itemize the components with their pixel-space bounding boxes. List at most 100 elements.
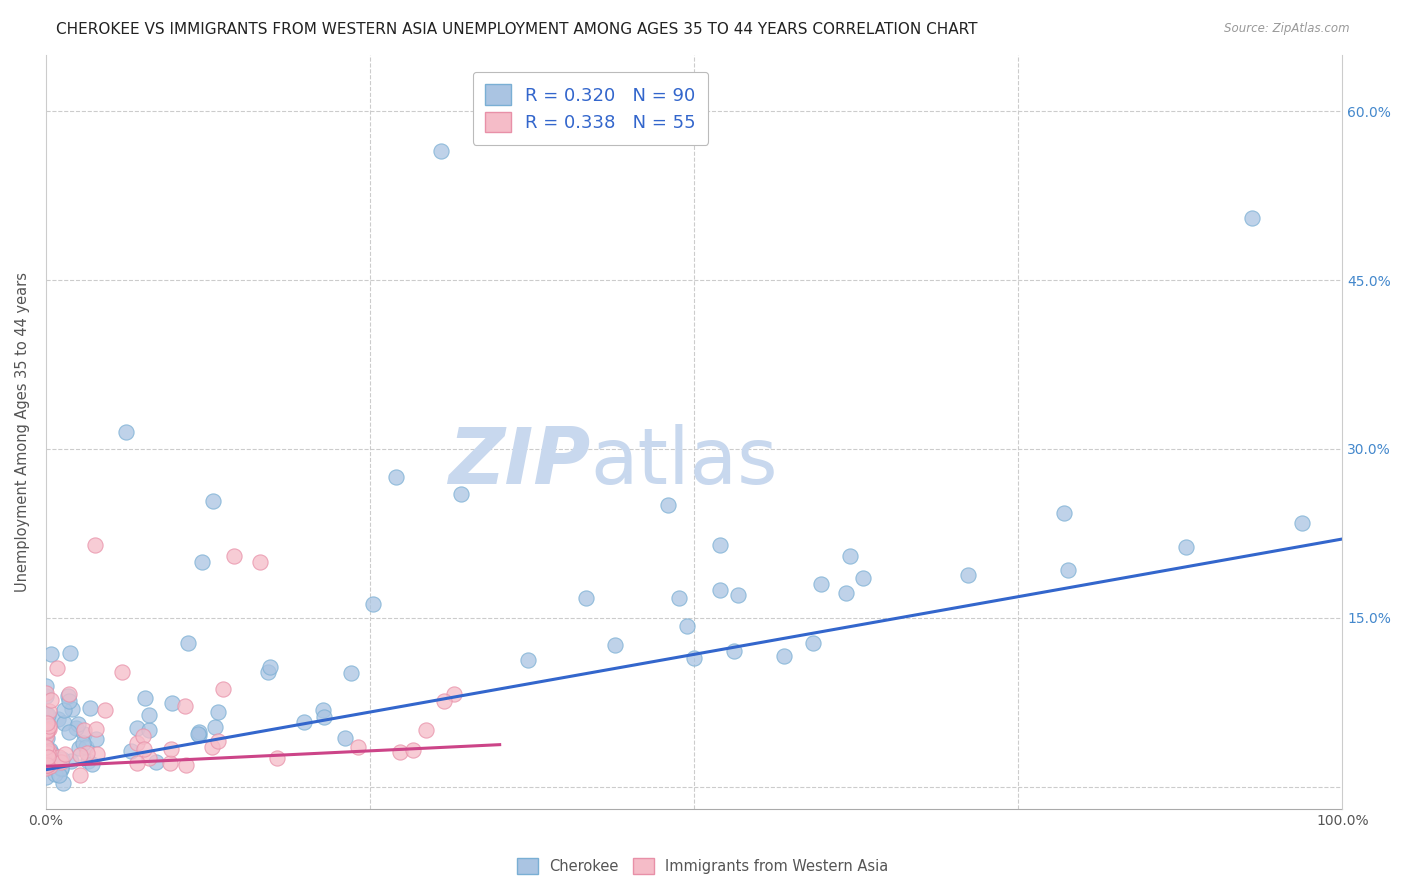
Legend: Cherokee, Immigrants from Western Asia: Cherokee, Immigrants from Western Asia [512,852,894,880]
Point [682,651,704,665]
Point [259,660,281,674]
Point [443,687,465,701]
Point [79,701,101,715]
Point [363,597,385,611]
Point [84,722,107,736]
Legend: R = 0.320   N = 90, R = 0.338   N = 55: R = 0.320 N = 90, R = 0.338 N = 55 [472,71,709,145]
Point [39,742,62,756]
Point [35,716,58,731]
Point [53,747,76,761]
Point [312,703,335,717]
Point [52,703,75,717]
Point [177,635,200,649]
Point [187,727,209,741]
Point [131,729,153,743]
Point [35,686,58,700]
Point [35,679,58,693]
Point [201,740,224,755]
Point [347,739,370,754]
Point [450,487,472,501]
Point [67,741,90,756]
Point [49,761,72,775]
Point [58,689,80,703]
Point [41,757,63,772]
Point [138,751,160,765]
Point [312,709,335,723]
Point [67,716,90,731]
Point [207,734,229,748]
Point [668,591,690,605]
Point [49,762,72,776]
Point [222,549,245,563]
Text: Source: ZipAtlas.com: Source: ZipAtlas.com [1225,22,1350,36]
Point [41,647,63,661]
Point [727,588,749,602]
Point [76,746,98,760]
Point [35,731,58,746]
Point [38,719,60,733]
Point [333,731,356,746]
Point [37,749,59,764]
Point [188,725,211,739]
Point [73,723,96,738]
Point [388,745,411,759]
Point [59,646,82,660]
Point [48,749,70,764]
Point [65,721,87,735]
Point [835,585,858,599]
Point [46,660,69,674]
Point [402,743,425,757]
Point [69,748,91,763]
Point [120,744,142,758]
Point [1053,506,1076,520]
Point [38,759,60,773]
Point [810,577,832,591]
Point [37,723,59,737]
Point [188,728,211,742]
Point [211,681,233,696]
Point [801,636,824,650]
Point [207,705,229,719]
Point [385,470,408,484]
Point [138,723,160,738]
Point [37,708,59,723]
Point [58,687,80,701]
Text: ZIP: ZIP [449,425,591,500]
Point [35,756,58,770]
Point [202,493,225,508]
Point [174,698,197,713]
Point [72,736,94,750]
Point [257,665,280,680]
Point [160,742,183,756]
Point [35,761,58,775]
Point [838,549,860,563]
Point [46,712,69,726]
Point [38,722,60,736]
Point [159,756,181,770]
Point [174,757,197,772]
Point [517,653,540,667]
Point [94,702,117,716]
Point [852,571,875,585]
Point [134,691,156,706]
Point [35,758,58,772]
Point [723,644,745,658]
Point [84,732,107,747]
Point [1291,516,1313,531]
Y-axis label: Unemployment Among Ages 35 to 44 years: Unemployment Among Ages 35 to 44 years [15,272,30,592]
Point [35,739,58,754]
Point [35,750,58,764]
Point [433,694,456,708]
Point [657,498,679,512]
Point [676,619,699,633]
Point [77,754,100,768]
Point [709,538,731,552]
Point [1174,540,1197,554]
Point [956,567,979,582]
Text: CHEROKEE VS IMMIGRANTS FROM WESTERN ASIA UNEMPLOYMENT AMONG AGES 35 TO 44 YEARS : CHEROKEE VS IMMIGRANTS FROM WESTERN ASIA… [56,22,977,37]
Point [773,649,796,664]
Point [35,770,58,784]
Point [51,752,73,766]
Point [35,706,58,721]
Point [69,768,91,782]
